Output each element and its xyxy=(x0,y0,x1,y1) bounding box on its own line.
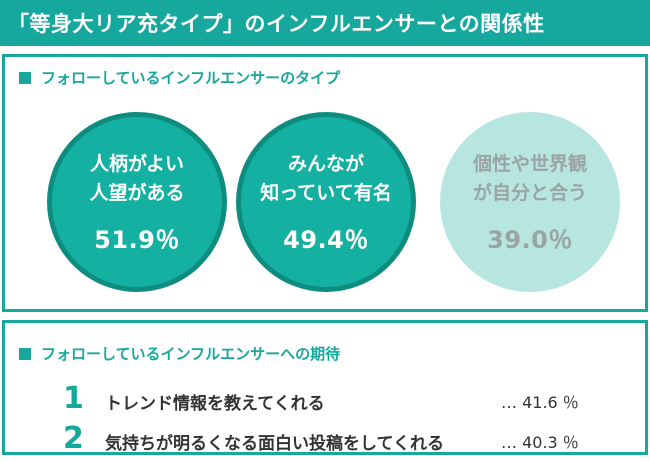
type-2-line2: 知っていて有名 xyxy=(260,181,392,204)
types-section-header: フォローしているインフルエンサーのタイプ xyxy=(19,67,340,88)
type-circle-2: みんなが 知っていて有名 49.4％ xyxy=(236,112,416,292)
rank-number: 1 xyxy=(63,381,84,416)
square-bullet-icon xyxy=(19,71,31,84)
type-1-percent: 51.9％ xyxy=(94,225,180,254)
square-bullet-icon xyxy=(19,347,31,360)
type-2-percent: 49.4％ xyxy=(283,225,369,254)
type-3-line2: が自分と合う xyxy=(472,181,587,204)
type-circle-3: 個性や世界観 が自分と合う 39.0％ xyxy=(440,112,620,292)
expectations-list: 1 トレンド情報を教えてくれる … 41.6 ％ 2 気持ちが明るくなる面白い投… xyxy=(63,381,623,461)
expectations-panel: フォローしているインフルエンサーへの期待 1 トレンド情報を教えてくれる … 4… xyxy=(2,320,648,456)
types-section-label: フォローしているインフルエンサーのタイプ xyxy=(41,69,341,87)
expectation-text: 気持ちが明るくなる面白い投稿をしてくれる xyxy=(105,434,444,454)
expectation-percent: … 41.6 ％ xyxy=(501,393,579,412)
list-item: 2 気持ちが明るくなる面白い投稿をしてくれる … 40.3 ％ xyxy=(63,421,623,461)
page-title: 「等身大リア充タイプ」のインフルエンサーとの関係性 xyxy=(0,0,650,46)
type-3-line1: 個性や世界観 xyxy=(472,152,587,175)
expectations-section-header: フォローしているインフルエンサーへの期待 xyxy=(19,343,340,364)
list-item: 1 トレンド情報を教えてくれる … 41.6 ％ xyxy=(63,381,623,421)
expectation-percent: … 40.3 ％ xyxy=(501,433,579,452)
types-panel: フォローしているインフルエンサーのタイプ 人柄がよい 人望がある 51.9％ み… xyxy=(2,54,648,312)
type-1-line1: 人柄がよい xyxy=(89,152,185,175)
type-2-line1: みんなが xyxy=(287,152,364,175)
type-1-line2: 人望がある xyxy=(89,181,185,204)
expectations-section-label: フォローしているインフルエンサーへの期待 xyxy=(41,345,341,363)
type-3-percent: 39.0％ xyxy=(487,225,573,254)
type-circle-1: 人柄がよい 人望がある 51.9％ xyxy=(47,112,227,292)
rank-number: 2 xyxy=(63,421,84,456)
expectation-text: トレンド情報を教えてくれる xyxy=(105,394,325,414)
